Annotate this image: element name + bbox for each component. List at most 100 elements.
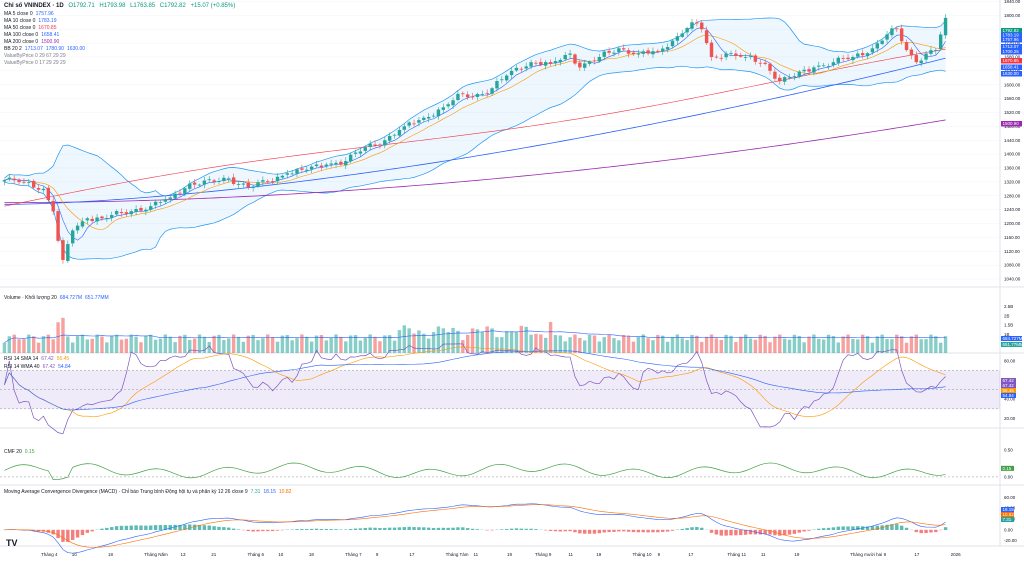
candle-body xyxy=(422,117,426,120)
candle-body xyxy=(617,48,621,52)
macd-histogram-bar xyxy=(153,525,158,530)
candle-body xyxy=(329,163,333,165)
candle-body xyxy=(831,62,836,65)
candle-body xyxy=(465,94,470,98)
volume-bar xyxy=(217,334,221,353)
candle-body xyxy=(353,152,358,154)
candle-body xyxy=(734,53,738,56)
volume-bar xyxy=(661,335,665,353)
ma5-line xyxy=(4,26,946,241)
macd-histogram-bar xyxy=(324,529,328,530)
volume-bar xyxy=(70,342,75,353)
volume-bar xyxy=(778,334,782,353)
volume-bar xyxy=(578,337,582,353)
legend-ma50[interactable]: MA 50 close 0 1670.85 xyxy=(4,25,57,31)
volume-bar xyxy=(451,327,455,353)
candle-body xyxy=(2,180,7,182)
macd-histogram-bar xyxy=(207,525,211,530)
price-badge xyxy=(1001,49,1022,55)
candle-body xyxy=(334,162,338,165)
volume-bar xyxy=(188,339,192,353)
macd-signal-line xyxy=(4,504,946,548)
volume-bar xyxy=(587,335,592,353)
candle-body xyxy=(704,30,709,44)
symbol-title[interactable]: Chỉ số VNINDEX · 1D xyxy=(4,3,64,9)
volume-bar xyxy=(631,341,636,353)
legend-ma10[interactable]: MA 10 close 0 1783.19 xyxy=(4,18,57,24)
volume-bar xyxy=(31,336,36,353)
volume-bar xyxy=(334,334,338,353)
volume-bar xyxy=(61,317,65,353)
candle-body xyxy=(397,129,402,136)
candle-body xyxy=(339,161,343,165)
cmf-legend[interactable]: CMF 20 0.15 xyxy=(4,449,35,455)
candle-body xyxy=(475,94,480,97)
macd-histogram-bar xyxy=(46,529,51,533)
volume-bar xyxy=(56,322,60,353)
price-badge xyxy=(1001,32,1022,38)
macd-histogram-bar xyxy=(821,528,826,530)
rsi-legend-1[interactable]: RSI 14 SMA 14 67.42 56.45 xyxy=(4,356,70,362)
macd-histogram-bar xyxy=(465,528,470,530)
legend-bb[interactable]: BB 20 2 1713.07 1780.90 1630.00 xyxy=(4,46,86,52)
candle-body xyxy=(383,140,387,146)
volume-bar xyxy=(163,334,168,353)
macd-histogram-bar xyxy=(626,529,631,532)
time-axis-label: 17 xyxy=(688,552,694,557)
macd-histogram-bar xyxy=(61,529,65,542)
tradingview-logo[interactable]: TV xyxy=(6,538,18,548)
volume-legend[interactable]: Volume · Khối lượng 20 684.727M 651.77MM xyxy=(4,295,109,301)
volume-bar xyxy=(280,335,285,353)
volume-bar xyxy=(524,326,528,353)
macd-histogram-bar xyxy=(729,529,733,536)
macd-histogram-bar xyxy=(865,526,870,530)
candle-body xyxy=(558,59,563,63)
candle-body xyxy=(378,144,382,146)
candle-body xyxy=(431,115,436,117)
candle-body xyxy=(709,42,714,57)
macd-legend[interactable]: Moving Average Convergence Divergence (M… xyxy=(4,489,292,495)
legend-ma100[interactable]: MA 100 close 0 1658.41 xyxy=(4,32,60,38)
volume-bar xyxy=(197,334,202,353)
macd-histogram-bar xyxy=(246,529,250,531)
price-badge xyxy=(1001,28,1022,34)
candle-body xyxy=(514,67,519,71)
rsi-legend-2[interactable]: RSI 14 WMA 40 67.42 54.84 xyxy=(4,364,71,370)
time-axis-label: Tháng 6 xyxy=(248,552,265,557)
macd-histogram-bar xyxy=(856,526,860,530)
candle-body xyxy=(651,51,655,55)
legend-ma200[interactable]: MA 200 close 0 1500.90 xyxy=(4,39,60,45)
macd-histogram-bar xyxy=(436,527,441,530)
candle-body xyxy=(358,151,363,154)
volume-bar xyxy=(695,335,699,353)
volume-bar xyxy=(548,321,553,353)
legend-ma5[interactable]: MA 5 close 0 1757.96 xyxy=(4,11,54,17)
volume-bar xyxy=(543,337,548,353)
macd-histogram-bar xyxy=(475,529,480,530)
candle-body xyxy=(129,211,133,215)
legend-vbp1[interactable]: ValueByPrice 0 29 67 29 29 xyxy=(4,53,66,59)
macd-histogram-bar xyxy=(929,529,933,533)
candle-body xyxy=(61,240,65,260)
candle-body xyxy=(534,62,538,64)
macd-line xyxy=(4,503,946,554)
macd-histogram-bar xyxy=(470,528,475,530)
candle-body xyxy=(56,211,60,241)
macd-histogram-bar xyxy=(778,529,782,536)
macd-histogram-bar xyxy=(139,525,143,530)
time-axis-label: 9 xyxy=(884,552,887,557)
macd-histogram-bar xyxy=(543,529,548,531)
candle-body xyxy=(451,100,455,106)
price-tick-label: 1200.00 xyxy=(1004,221,1021,226)
candle-body xyxy=(934,50,938,51)
volume-bar xyxy=(285,334,289,353)
volume-bar xyxy=(222,339,226,353)
legend-vbp2[interactable]: ValueByPrice 0 17 29 29 29 xyxy=(4,60,66,66)
candle-body xyxy=(480,93,485,95)
time-axis-label: Tháng 4 xyxy=(41,552,58,557)
macd-histogram-bar xyxy=(622,529,626,532)
candle-body xyxy=(188,183,192,189)
volume-bar xyxy=(817,338,821,353)
candle-body xyxy=(436,109,441,117)
